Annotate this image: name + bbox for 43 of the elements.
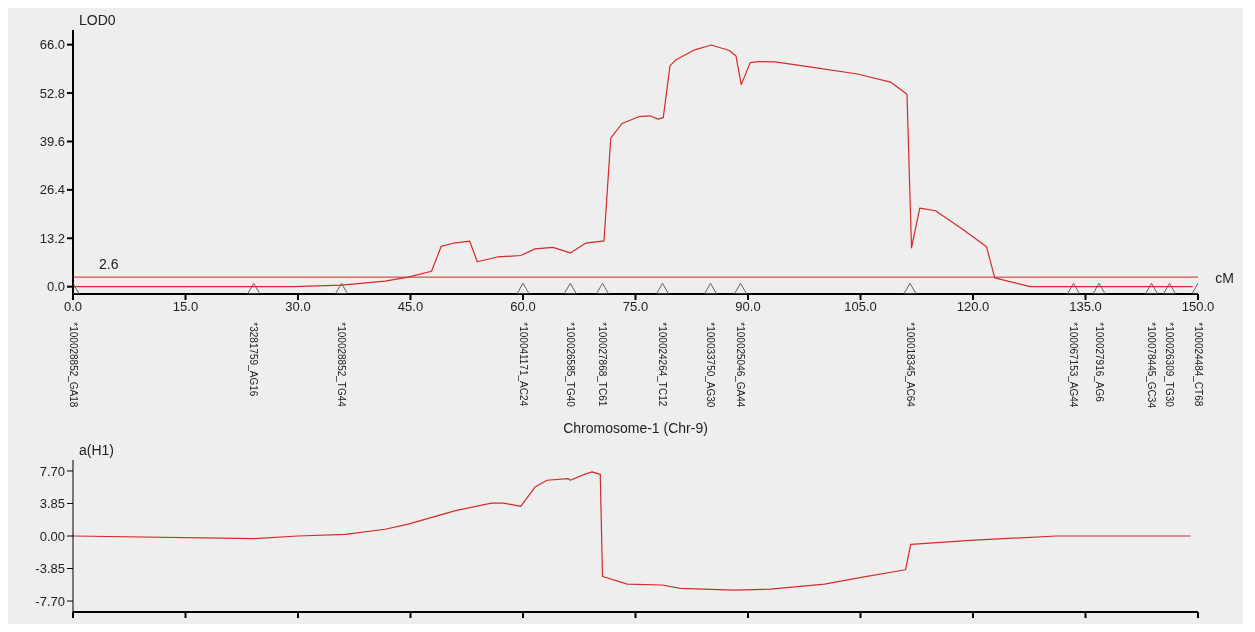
data-label: *100028852_TG44 (336, 322, 347, 408)
data-label: *100078445_GC34 (1146, 322, 1157, 409)
y-tick-label: 0.00 (39, 528, 65, 544)
y-tick-label: 66.0 (39, 37, 65, 53)
y-tick-label: -7.70 (35, 593, 65, 609)
x-tick-label: 0.0 (63, 299, 83, 315)
data-label: *100027916_AG6 (1093, 322, 1105, 403)
x-tick-label: 120.0 (956, 299, 990, 315)
y-tick-label: 7.70 (39, 463, 65, 479)
data-label: *100033750_AG30 (705, 322, 716, 408)
data-label: *100067153_AG44 (1068, 322, 1079, 408)
x-tick-label: 150.0 (1181, 299, 1215, 315)
y-tick-label: 26.4 (39, 182, 65, 198)
line-series (73, 471, 1192, 591)
ref-line-label: 2.6 (99, 256, 119, 273)
data-label: *100028852_GA18 (67, 322, 79, 408)
y-axis-title: a(H1) (79, 442, 115, 458)
data-label: *100026309_TG30 (1164, 322, 1175, 408)
data-label: *100024484_CT68 (1192, 322, 1204, 407)
y-tick-label: 3.85 (39, 496, 65, 512)
y-axis-title: LOD0 (79, 12, 116, 28)
x-tick-label: 105.0 (844, 299, 877, 315)
data-label: *3281759_AG16 (248, 322, 260, 397)
x-tick-label: 60.0 (510, 299, 536, 315)
data-label: *100041171_AC24 (517, 322, 529, 407)
x-tick-label: 75.0 (622, 299, 649, 315)
y-tick-label: 13.2 (39, 230, 65, 246)
data-label: *100018345_AC64 (904, 322, 916, 408)
y-tick-label: -3.85 (35, 561, 65, 577)
x-tick-label: 30.0 (285, 299, 311, 315)
x-tick-label: 15.0 (172, 299, 199, 315)
data-label: *100024264_TC12 (657, 322, 668, 407)
data-label: *100027868_TC61 (597, 322, 608, 407)
data-label: *100025046_GA44 (735, 322, 746, 408)
x-tick-label: 90.0 (735, 299, 761, 315)
x-tick-label: 45.0 (397, 299, 424, 315)
y-tick-label: 39.6 (39, 134, 65, 150)
text: cM (1215, 270, 1234, 286)
x-axis-title: Chromosome-1 (Chr-9) (562, 420, 709, 436)
y-tick-label: 0.0 (46, 279, 65, 295)
x-tick-label: 135.0 (1069, 299, 1102, 315)
data-label: *100026585_TG40 (564, 322, 576, 408)
y-tick-label: 52.8 (39, 85, 65, 101)
